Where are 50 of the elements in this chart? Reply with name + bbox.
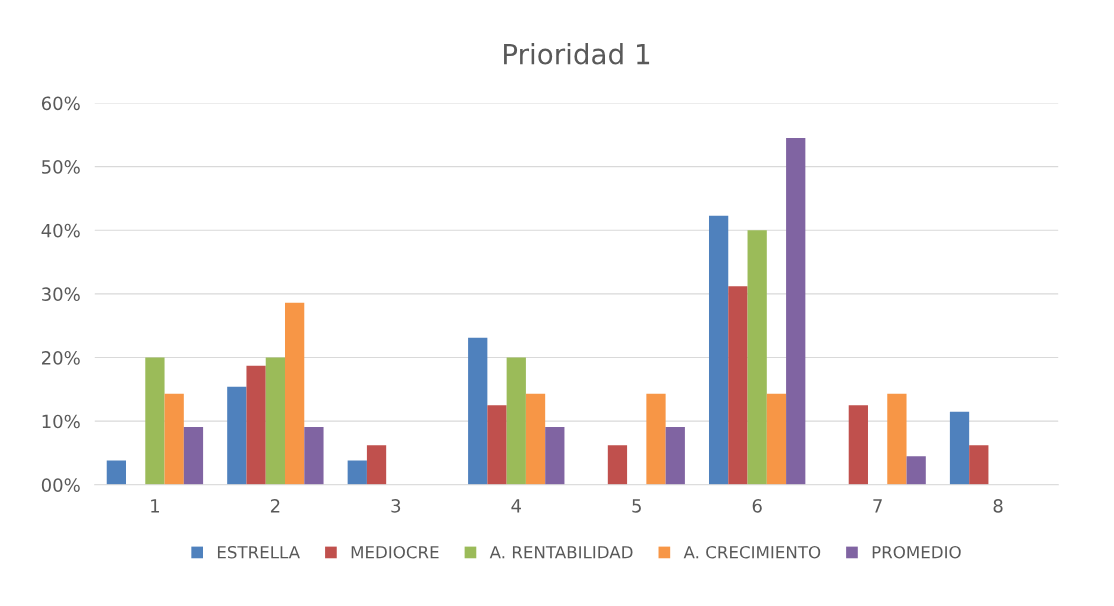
bar [747,230,767,485]
legend-label: A. RENTABILIDAD [489,546,633,559]
bar [468,337,488,485]
bar [183,426,204,485]
legend-label: ESTRELLA [217,545,300,559]
bar [265,357,285,485]
y-tick-label: 30% [42,287,80,302]
bar [949,411,970,485]
bar [786,138,806,485]
x-tick-label: 6 [752,499,762,513]
y-tick-label: 10% [42,414,80,429]
bar [708,215,729,485]
bar [145,357,165,485]
x-tick-label: 2 [270,499,280,513]
y-tick-label: 00% [41,478,80,492]
bar [106,460,127,485]
bar [366,445,387,485]
bar [545,426,565,485]
bar [646,393,666,485]
x-tick-label: 5 [632,499,641,513]
bar [848,405,868,485]
legend-label: MEDIOCRE [351,545,439,559]
chart-title: Prioridad 1 [504,43,650,65]
bar [665,426,685,485]
bar [246,365,266,485]
legend-label: A. CRECIMIENTO [683,545,821,559]
x-tick-label: 8 [993,499,1003,513]
bar [766,393,787,485]
legend-label: PROMEDIO [872,545,961,559]
bar [285,302,305,485]
y-tick-label: 20% [41,351,80,365]
bar [728,286,748,485]
bar [164,393,184,485]
bar [347,460,367,485]
x-tick-label: 3 [391,499,401,513]
bar [887,393,907,485]
bar [607,445,628,485]
x-tick-label: 7 [873,499,882,513]
bar [506,357,526,485]
y-tick-label: 50% [42,160,80,174]
bar [525,393,546,485]
bar [227,386,247,485]
bar [304,426,324,485]
bar [487,405,507,485]
y-tick-label: 40% [41,223,80,238]
y-tick-label: 60% [41,96,80,111]
x-tick-label: 4 [511,499,521,513]
bar [969,445,989,485]
bar [906,456,926,485]
x-tick-label: 1 [151,499,159,513]
